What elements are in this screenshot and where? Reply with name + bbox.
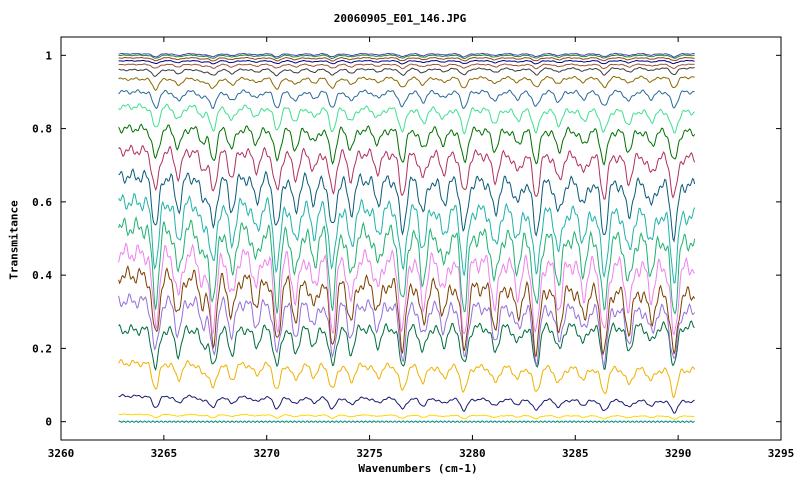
series-line <box>118 393 695 414</box>
chart-title: 20060905_E01_146.JPG <box>333 12 467 25</box>
ticks-layer: 3260 3265 3270 3275 3280 3285 3290 3295 0 0.2 0.4 0… <box>32 37 794 460</box>
x-tick-label: 3295 <box>768 447 795 460</box>
series-line <box>118 103 695 135</box>
y-tick-label: 0.2 <box>32 342 52 355</box>
plot-frame <box>60 36 782 441</box>
series-line <box>118 192 696 284</box>
series-line <box>118 216 696 315</box>
series-line <box>118 56 695 62</box>
y-tick-label: 1 <box>45 49 52 62</box>
series-line <box>118 413 695 420</box>
series-line <box>118 75 695 92</box>
series-line <box>118 320 695 371</box>
series-line <box>118 242 695 336</box>
series-line <box>118 144 696 200</box>
series-line <box>118 59 695 65</box>
x-tick-label: 3265 <box>151 447 178 460</box>
series-line <box>118 265 696 357</box>
x-axis-label: Wavenumbers (cm-1) <box>358 462 478 475</box>
y-tick-label: 0.4 <box>32 269 52 282</box>
x-tick-label: 3270 <box>253 447 280 460</box>
series-layer <box>118 52 696 424</box>
x-tick-label: 3280 <box>459 447 486 460</box>
x-tick-label: 3285 <box>562 447 589 460</box>
series-line <box>118 420 695 424</box>
series-line <box>118 63 695 70</box>
series-line <box>118 293 696 368</box>
series-line <box>118 52 695 58</box>
series-line <box>118 89 695 110</box>
series-line <box>118 168 696 243</box>
y-axis-label: Transmitance <box>7 200 21 280</box>
series-line <box>118 123 696 166</box>
x-tick-label: 3290 <box>665 447 692 460</box>
series-line <box>118 359 696 399</box>
x-tick-label: 3260 <box>48 447 75 460</box>
series-line <box>118 54 695 60</box>
y-tick-label: 0 <box>45 416 52 429</box>
series-line <box>118 66 695 77</box>
y-tick-label: 0.8 <box>32 123 52 136</box>
y-tick-label: 0.6 <box>32 196 52 209</box>
x-tick-label: 3275 <box>356 447 383 460</box>
